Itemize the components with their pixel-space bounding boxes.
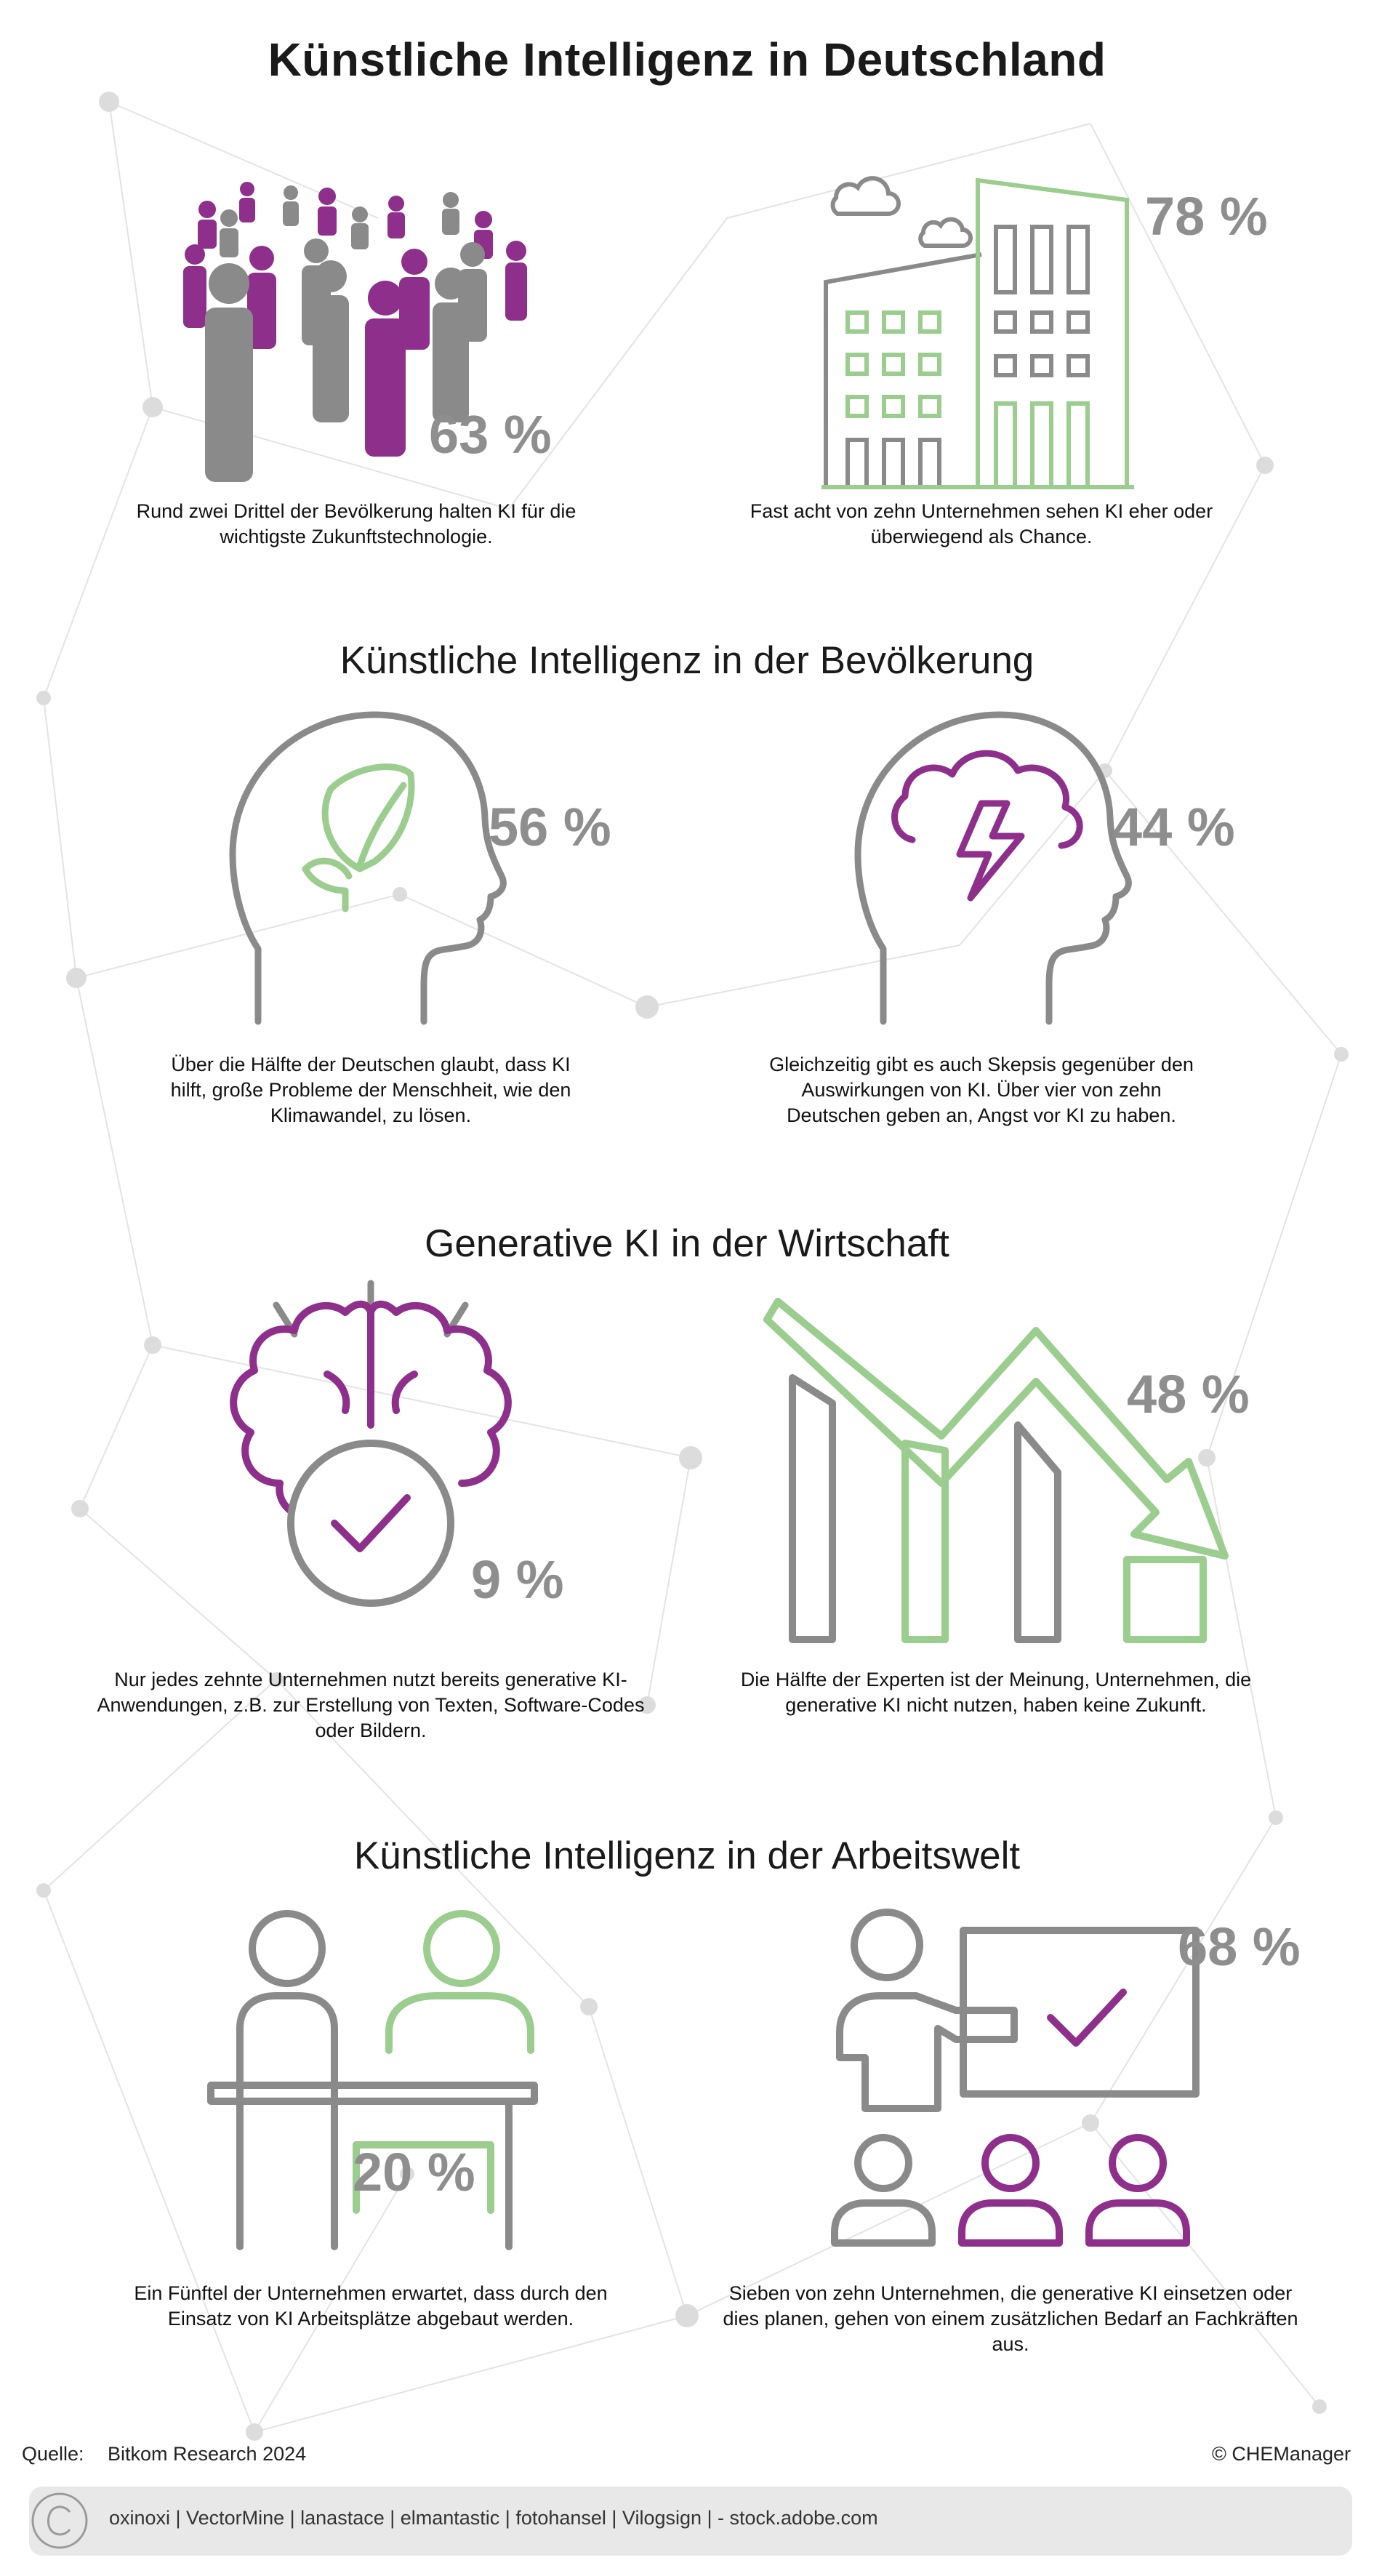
stat-caption: Sieben von zehn Unternehmen, die generat…: [723, 2282, 1298, 2355]
head-storm-icon: [854, 711, 1132, 1025]
stat-caption: Die Hälfte der Experten ist der Meinung,…: [740, 1669, 1252, 1716]
stat-value: 68 %: [1178, 1917, 1301, 1977]
presenter-icon: [831, 1909, 1200, 2247]
image-credits-bar: [29, 2487, 1352, 2556]
desk-workers-icon: [207, 1910, 538, 2250]
image-credits: oxinoxi | VectorMine | lanastace | elman…: [109, 2507, 878, 2529]
brain-check-icon: [230, 1280, 512, 1607]
stat-value: 63 %: [429, 404, 552, 465]
section-title: Generative KI in der Wirtschaft: [425, 1222, 949, 1265]
copyright-notice: © CHEManager: [1212, 2443, 1351, 2465]
stat-caption: Rund zwei Drittel der Bevölkerung halten…: [136, 500, 576, 547]
office-buildings-icon: [821, 176, 1134, 489]
stat-caption: Über die Hälfte der Deutschen glaubt, da…: [170, 1054, 571, 1126]
stat-value: 9 %: [471, 1549, 564, 1610]
stat-caption: Gleichzeitig gibt es auch Skepsis gegenü…: [769, 1054, 1194, 1126]
section-title: Künstliche Intelligenz in der Arbeitswel…: [353, 1834, 1021, 1877]
stat-caption: Ein Fünftel der Unternehmen erwartet, da…: [134, 2282, 608, 2330]
page-title: Künstliche Intelligenz in Deutschland: [268, 33, 1106, 86]
stat-value: 78 %: [1145, 186, 1268, 246]
stat-caption: Fast acht von zehn Unternehmen sehen KI …: [750, 500, 1213, 547]
stat-value: 20 %: [353, 2142, 475, 2202]
stat-value: 48 %: [1127, 1364, 1250, 1424]
source-label: Quelle:: [22, 2443, 84, 2465]
declining-chart-icon: [763, 1298, 1229, 1643]
stat-value: 44 %: [1112, 797, 1235, 857]
crowd-icon: [183, 182, 527, 482]
source-value: Bitkom Research 2024: [108, 2443, 307, 2465]
section-title: Künstliche Intelligenz in der Bevölkerun…: [340, 639, 1034, 682]
stat-value: 56 %: [489, 797, 611, 857]
copyright-icon: [31, 2492, 88, 2549]
head-leaf-icon: [229, 711, 507, 1025]
stat-caption: Nur jedes zehnte Unternehmen nutzt berei…: [97, 1669, 645, 1741]
